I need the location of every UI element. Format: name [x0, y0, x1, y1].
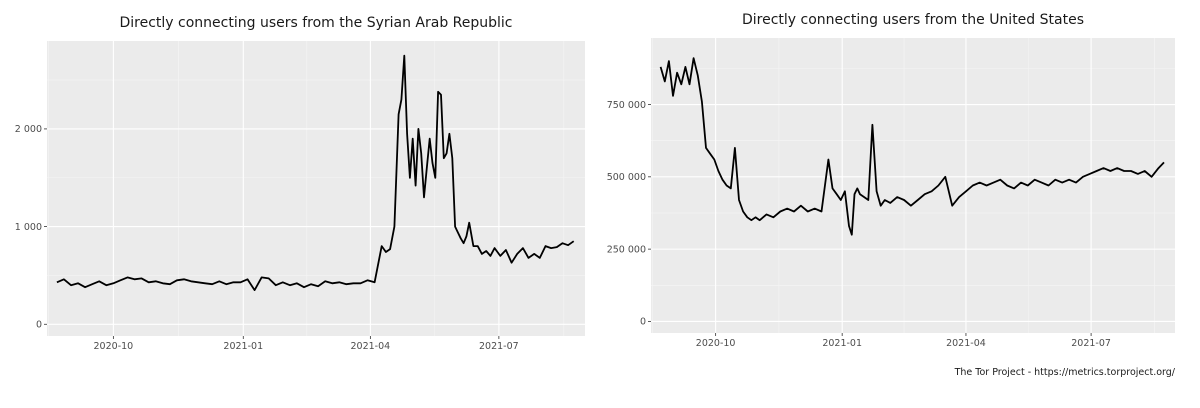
plot-panel-united-states [651, 38, 1175, 333]
y-tick-label: 1 000 [15, 222, 42, 233]
plot-panel-syria [47, 41, 585, 336]
y-axis-syria: 0 1 000 2 000 [15, 124, 47, 331]
x-axis-united-states: 2020-10 2021-01 2021-04 2021-07 [696, 333, 1111, 349]
y-tick-label: 250 000 [607, 244, 646, 255]
y-tick-label: 0 [36, 320, 42, 331]
x-tick-label: 2021-07 [1071, 338, 1111, 349]
y-tick-label: 750 000 [607, 100, 646, 111]
chart-united-states: Directly connecting users from the Unite… [607, 12, 1175, 349]
major-gridlines-united-states [651, 38, 1175, 333]
chart-syria: Directly connecting users from the Syria… [15, 15, 585, 352]
series-line-syria [56, 54, 575, 291]
chart-title-syria: Directly connecting users from the Syria… [120, 15, 513, 31]
y-tick-label: 0 [640, 317, 646, 328]
chart-title-united-states: Directly connecting users from the Unite… [742, 12, 1084, 28]
minor-gridlines-syria [47, 41, 585, 336]
x-tick-label: 2021-01 [223, 341, 263, 352]
y-axis-united-states: 0 250 000 500 000 750 000 [607, 100, 651, 328]
y-tick-label: 500 000 [607, 172, 646, 183]
series-line-united-states [659, 57, 1165, 236]
major-gridlines-syria [47, 41, 585, 336]
y-tick-label: 2 000 [15, 124, 42, 135]
x-tick-label: 2021-04 [946, 338, 986, 349]
x-axis-syria: 2020-10 2021-01 2021-04 2021-07 [94, 336, 519, 352]
footer-credit: The Tor Project - https://metrics.torpro… [954, 367, 1176, 378]
x-tick-label: 2020-10 [696, 338, 736, 349]
x-tick-label: 2021-04 [351, 341, 391, 352]
x-tick-label: 2020-10 [94, 341, 134, 352]
x-tick-label: 2021-07 [479, 341, 519, 352]
x-tick-label: 2021-01 [822, 338, 862, 349]
